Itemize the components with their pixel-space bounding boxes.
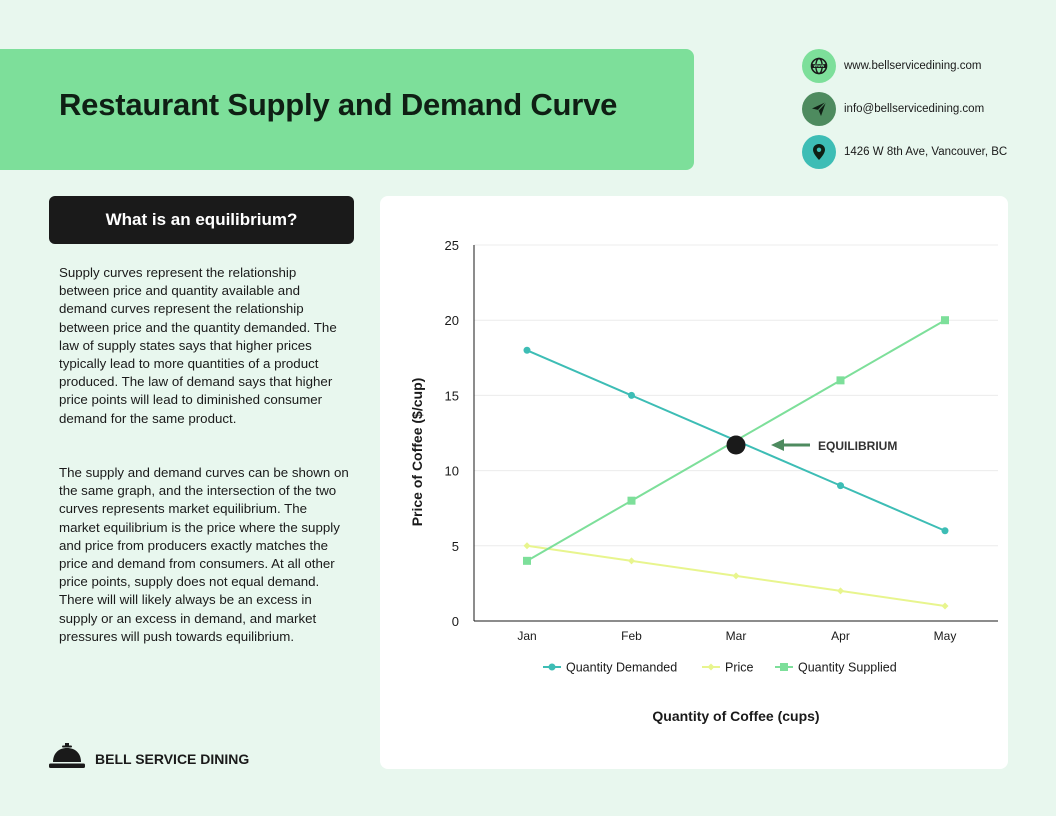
y-tick-label: 0: [452, 614, 459, 629]
contact-website[interactable]: WWW www.bellservicedining.com: [802, 49, 981, 83]
contact-address: 1426 W 8th Ave, Vancouver, BC: [802, 135, 1007, 169]
supply-demand-chart: 0 5 10 15 20 25 Jan Feb Mar Apr May Price of Coffee…: [409, 238, 998, 724]
y-tick-label: 5: [452, 539, 459, 554]
location-pin-icon: [802, 135, 836, 169]
chart-card: 0 5 10 15 20 25 Jan Feb Mar Apr May Price of Coffee…: [380, 196, 1008, 769]
equilibrium-arrow-head: [771, 439, 784, 452]
address-text: 1426 W 8th Ave, Vancouver, BC: [844, 146, 1008, 158]
send-icon: [802, 92, 836, 126]
brand-name: BELL SERVICE DINING: [95, 750, 250, 767]
svg-text:WWW: WWW: [814, 64, 825, 68]
globe-icon: WWW: [802, 49, 836, 83]
equilibrium-label: EQUILIBRIUM: [818, 439, 897, 453]
y-tick-label: 20: [445, 313, 459, 328]
x-tick-label: Feb: [621, 629, 642, 643]
legend-label-quantity-demanded: Quantity Demanded: [566, 661, 677, 675]
contact-email[interactable]: info@bellservicedining.com: [802, 92, 984, 126]
quantity-demanded-point: [523, 346, 531, 354]
page-title: Restaurant Supply and Demand Curve: [59, 87, 618, 122]
y-axis-title: Price of Coffee ($/cup): [409, 378, 425, 527]
brand: BELL SERVICE DINING: [49, 742, 249, 775]
y-tick-label: 10: [445, 464, 459, 479]
price-point: [837, 587, 844, 595]
price-point: [628, 557, 635, 565]
y-tick-label: 25: [445, 238, 459, 253]
legend-marker-quantity-supplied: [780, 663, 788, 671]
quantity-demanded-point: [628, 391, 635, 399]
legend-label-price: Price: [725, 661, 754, 675]
y-tick-label: 15: [445, 388, 459, 403]
equilibrium-dot: [726, 435, 746, 455]
quantity-demanded-point: [837, 482, 844, 490]
x-tick-label: Mar: [726, 629, 747, 643]
legend-label-quantity-supplied: Quantity Supplied: [798, 661, 897, 675]
legend-marker-price: [707, 663, 715, 671]
service-bell-icon: [49, 742, 85, 775]
x-axis-title: Quantity of Coffee (cups): [652, 708, 819, 724]
section-heading: What is an equilibrium?: [49, 196, 354, 244]
legend-marker-quantity-demanded: [548, 663, 556, 671]
price-point: [941, 602, 949, 610]
x-tick-label: Jan: [517, 629, 536, 643]
x-tick-label: Apr: [831, 629, 850, 643]
quantity-demanded-point: [941, 527, 949, 535]
quantity-supplied-point: [627, 496, 636, 505]
x-tick-label: May: [934, 629, 957, 643]
quantity-supplied-point: [836, 376, 845, 385]
paragraph-supply-demand: Supply curves represent the relationship…: [59, 265, 337, 426]
quantity-supplied-point: [523, 556, 531, 565]
email-text: info@bellservicedining.com: [844, 103, 985, 115]
price-point: [732, 572, 740, 580]
quantity-supplied-point: [941, 316, 949, 325]
price-point: [523, 542, 531, 550]
paragraph-equilibrium: The supply and demand curves can be show…: [59, 465, 349, 644]
website-text: www.bellservicedining.com: [844, 60, 982, 72]
title-banner: [0, 49, 694, 170]
